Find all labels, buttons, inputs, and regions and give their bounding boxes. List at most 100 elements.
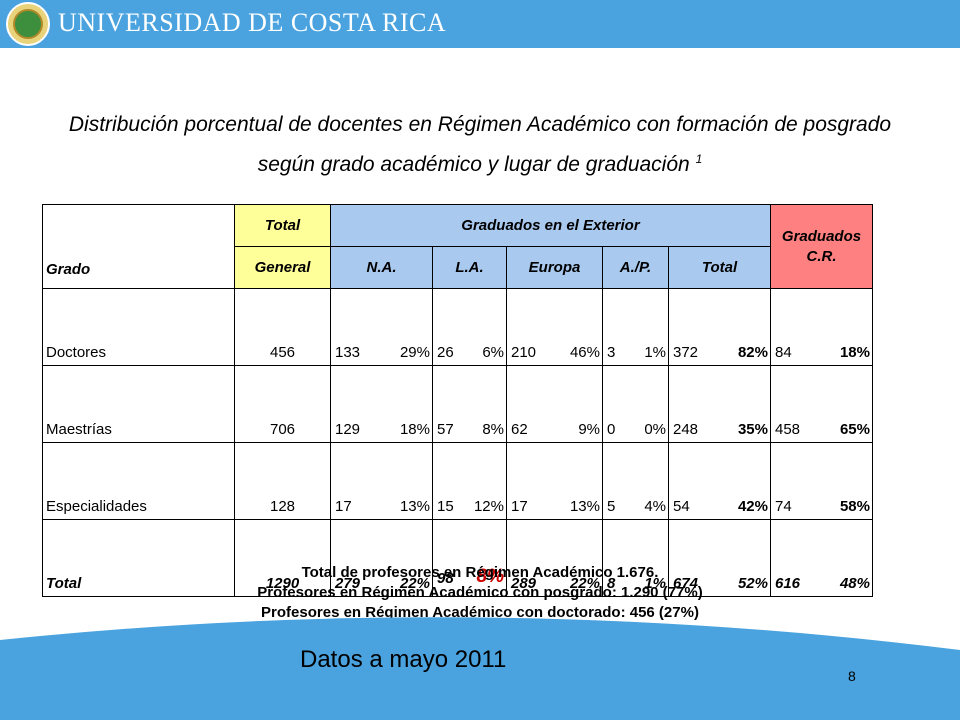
cr-pct: 65% bbox=[839, 421, 870, 438]
ext-pct: 35% bbox=[737, 421, 768, 438]
row-total: 128 bbox=[234, 442, 331, 520]
cell-ap: 3 1% bbox=[602, 288, 669, 366]
eu-count: 62 bbox=[511, 421, 528, 438]
la-pct: 12% bbox=[473, 498, 504, 515]
cell-europa: 289 22% bbox=[506, 519, 603, 597]
eu-count: 210 bbox=[511, 344, 537, 361]
row-total: 706 bbox=[234, 365, 331, 443]
header-grado: Grado bbox=[42, 204, 235, 289]
header-total: Total bbox=[234, 204, 331, 247]
la-count: 98 bbox=[437, 570, 454, 587]
row-name: Total bbox=[42, 519, 235, 597]
eu-pct: 13% bbox=[569, 498, 600, 515]
header-na: N.A. bbox=[330, 246, 433, 289]
cell-ext-total: 248 35% bbox=[668, 365, 771, 443]
header-ext-total: Total bbox=[668, 246, 771, 289]
eu-pct: 46% bbox=[569, 344, 600, 361]
na-count: 279 bbox=[335, 575, 361, 592]
la-pct: 6% bbox=[482, 344, 504, 361]
university-name: UNIVERSIDAD DE COSTA RICA bbox=[58, 8, 447, 37]
cr-count: 616 bbox=[775, 575, 801, 592]
ap-pct: 1% bbox=[644, 575, 666, 592]
eu-count: 17 bbox=[511, 498, 528, 515]
ext-count: 372 bbox=[673, 344, 699, 361]
na-count: 129 bbox=[335, 421, 361, 438]
na-count: 17 bbox=[335, 498, 352, 515]
ap-count: 8 bbox=[607, 575, 616, 592]
row-name: Especialidades bbox=[42, 442, 235, 520]
ext-pct: 82% bbox=[737, 344, 768, 361]
row-name: Doctores bbox=[42, 288, 235, 366]
table-row-total: Total 1290 279 22% 98 8% 289 22% 8 1% 674 52%… bbox=[42, 519, 873, 597]
cell-ext-total: 372 82% bbox=[668, 288, 771, 366]
cr-count: 74 bbox=[775, 498, 792, 515]
ap-count: 5 bbox=[607, 498, 616, 515]
la-pct: 8% bbox=[482, 421, 504, 438]
cell-cr: 458 65% bbox=[770, 365, 873, 443]
header-europa: Europa bbox=[506, 246, 603, 289]
cell-na: 129 18% bbox=[330, 365, 433, 443]
na-pct: 18% bbox=[399, 421, 430, 438]
cell-ap: 8 1% bbox=[602, 519, 669, 597]
cell-europa: 210 46% bbox=[506, 288, 603, 366]
cell-cr: 84 18% bbox=[770, 288, 873, 366]
header-cr-label: Graduados C.R. bbox=[781, 227, 862, 265]
title-text: Distribución porcentual de docentes en R… bbox=[68, 113, 892, 176]
ext-pct: 52% bbox=[737, 575, 768, 592]
page-number: 8 bbox=[848, 668, 856, 684]
eu-count: 289 bbox=[511, 575, 537, 592]
ap-pct: 1% bbox=[644, 344, 666, 361]
header-general: General bbox=[234, 246, 331, 289]
slide-title: Distribución porcentual de docentes en R… bbox=[40, 108, 920, 182]
row-total: 456 bbox=[234, 288, 331, 366]
cell-ext-total: 674 52% bbox=[668, 519, 771, 597]
row-name: Maestrías bbox=[42, 365, 235, 443]
cr-pct: 48% bbox=[839, 575, 870, 592]
data-date-label: Datos a mayo 2011 bbox=[300, 646, 507, 673]
ext-count: 674 bbox=[673, 575, 699, 592]
header-ap: A./P. bbox=[602, 246, 669, 289]
na-count: 133 bbox=[335, 344, 361, 361]
eu-pct: 9% bbox=[578, 421, 600, 438]
cell-la: 57 8% bbox=[432, 365, 507, 443]
la-count: 57 bbox=[437, 421, 454, 438]
ap-count: 0 bbox=[607, 421, 616, 438]
ap-pct: 4% bbox=[644, 498, 666, 515]
cell-ext-total: 54 42% bbox=[668, 442, 771, 520]
cell-ap: 5 4% bbox=[602, 442, 669, 520]
cell-cr: 616 48% bbox=[770, 519, 873, 597]
footer-arc-decoration bbox=[0, 617, 960, 720]
title-footnote-mark: 1 bbox=[695, 152, 703, 166]
header-bar: UNIVERSIDAD DE COSTA RICA bbox=[0, 0, 960, 48]
row-total: 1290 bbox=[234, 519, 331, 597]
ext-count: 248 bbox=[673, 421, 699, 438]
na-pct: 29% bbox=[399, 344, 430, 361]
header-cr: Graduados C.R. bbox=[770, 204, 873, 289]
eu-pct: 22% bbox=[569, 575, 600, 592]
na-pct: 13% bbox=[399, 498, 430, 515]
cell-na: 133 29% bbox=[330, 288, 433, 366]
la-pct-highlight: 8% bbox=[476, 566, 504, 587]
note-line: Total de profesores en Régimen Académico… bbox=[301, 564, 659, 581]
note-line: Profesores en Régimen Académico con posg… bbox=[257, 584, 703, 601]
header-la: L.A. bbox=[432, 246, 507, 289]
cell-cr: 74 58% bbox=[770, 442, 873, 520]
cr-count: 84 bbox=[775, 344, 792, 361]
ap-count: 3 bbox=[607, 344, 616, 361]
cell-ap: 0 0% bbox=[602, 365, 669, 443]
cr-pct: 58% bbox=[839, 498, 870, 515]
cell-la: 26 6% bbox=[432, 288, 507, 366]
note-line: Profesores en Régimen Académico con doct… bbox=[261, 604, 699, 621]
data-table: Grado Total Graduados en el Exterior Gra… bbox=[42, 204, 873, 597]
cell-la: 98 8% bbox=[432, 519, 507, 597]
cr-pct: 18% bbox=[839, 344, 870, 361]
la-count: 26 bbox=[437, 344, 454, 361]
la-count: 15 bbox=[437, 498, 454, 515]
ext-count: 54 bbox=[673, 498, 690, 515]
cell-europa: 62 9% bbox=[506, 365, 603, 443]
cell-la: 15 12% bbox=[432, 442, 507, 520]
ap-pct: 0% bbox=[644, 421, 666, 438]
header-exterior: Graduados en el Exterior bbox=[330, 204, 771, 247]
cr-count: 458 bbox=[775, 421, 801, 438]
table-row: Maestrías 706 129 18% 57 8% 62 9% 0 0% 248 35… bbox=[42, 365, 873, 443]
